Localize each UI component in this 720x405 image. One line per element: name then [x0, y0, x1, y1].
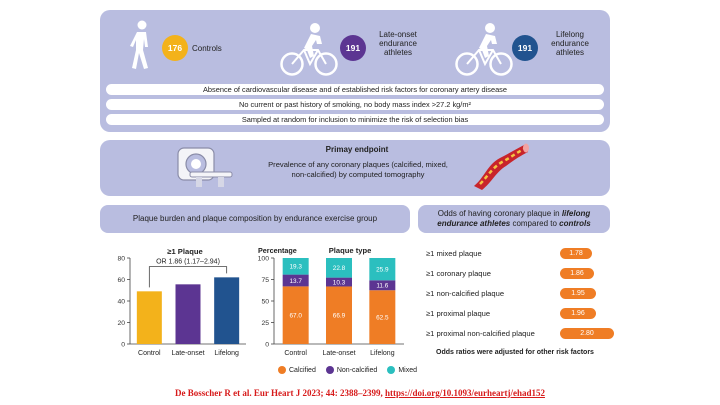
odds-row: ≥1 coronary plaque 1.86: [426, 268, 616, 280]
lifelong-label: Lifelong endurance athletes: [551, 30, 589, 58]
segment-value-label: 22.8: [333, 265, 346, 272]
segment-value-label: 19.3: [289, 264, 302, 271]
odds-row: ≥1 proximal plaque 1.96: [426, 308, 616, 320]
stacked-segment: [369, 280, 396, 291]
odds-value-pill: 1.96: [560, 308, 596, 319]
x-tick-label: Control: [138, 350, 161, 357]
legend-calcified-swatch: [278, 366, 286, 374]
y-tick-label: 60: [117, 277, 125, 284]
y-tick-label: 40: [117, 298, 125, 305]
stacked-segment: [369, 290, 396, 344]
odds-value-pill: 2.80: [560, 328, 614, 339]
ct-scanner-icon: [177, 147, 233, 187]
y-tick-label: 80: [117, 255, 125, 262]
doi-link[interactable]: https://doi.org/10.1093/eurheartj/ehad15…: [384, 388, 545, 398]
bar: [214, 277, 240, 344]
stacked-segment: [326, 277, 352, 287]
stacked-segment: [369, 258, 396, 281]
cyclist-icon: [280, 23, 338, 76]
legend-noncalcified-swatch: [325, 366, 334, 374]
odds-header-text-1: Odds of having coronary plaque in: [437, 209, 562, 218]
segment-value-label: 25.9: [376, 266, 389, 273]
plaque-type-chart: 0 25 50 75 100 67.0 13.7 19.3 Control 66.9 10.3 22.…: [258, 255, 404, 357]
stacked-segment: [282, 258, 309, 275]
x-tick-label: Lifelong: [214, 350, 239, 357]
odds-value-pill: 1.86: [560, 268, 594, 279]
odds-row: ≥1 mixed plaque 1.78: [426, 248, 616, 260]
controls-label: Controls: [192, 44, 222, 53]
y-tick-label: 25: [261, 320, 269, 327]
plaque-type-ylabel: Percentage: [258, 246, 297, 255]
segment-value-label: 67.0: [289, 312, 302, 319]
plaque-burden-header: Plaque burden and plaque composition by …: [100, 205, 410, 233]
study-groups-panel: [100, 10, 610, 132]
x-tick-label: Control: [284, 350, 307, 357]
odds-header-text-2: compared to: [510, 219, 560, 228]
y-tick-label: 50: [261, 298, 269, 305]
endpoint-description: Prevalence of any coronary plaques (calc…: [268, 160, 448, 180]
x-tick-label: Late-onset: [171, 350, 204, 357]
x-tick-label: Lifelong: [370, 350, 395, 357]
legend-mixed: Mixed: [398, 366, 418, 374]
segment-value-label: 62.5: [376, 314, 389, 321]
stacked-segment: [326, 258, 352, 278]
odds-row: ≥1 proximal non-calcified plaque 2.80: [426, 328, 616, 340]
significance-bracket: [148, 266, 228, 288]
criterion-1: Absence of cardiovascular disease and of…: [106, 84, 604, 95]
plaque-prevalence-chart: 0 20 40 60 80 Control Late-onset Lifelong OR 1.8…: [117, 255, 246, 357]
odds-row: ≥1 non-calcified plaque 1.95: [426, 288, 616, 300]
citation: De Bosscher R et al. Eur Heart J 2023; 4…: [0, 388, 720, 398]
plaque-chart-title: ≥1 Plaque: [167, 247, 203, 256]
x-tick-label: Late-onset: [322, 350, 355, 357]
criterion-2: No current or past history of smoking, n…: [106, 99, 604, 110]
lifelong-count-badge: 191: [512, 35, 538, 61]
y-tick-label: 75: [261, 277, 269, 284]
odds-row-label: ≥1 proximal plaque: [426, 309, 491, 318]
walking-person-icon: [130, 20, 148, 69]
plaque-type-title: Plaque type: [328, 246, 372, 255]
odds-ratio-annotation: OR 1.86 (1.17–2.94): [156, 259, 220, 266]
odds-row-label: ≥1 proximal non-calcified plaque: [426, 329, 535, 338]
segment-value-label: 11.6: [376, 283, 388, 290]
odds-header-group-1: lifelong endurance athletes: [437, 209, 591, 228]
artery-plaque-icon: [474, 143, 529, 190]
y-tick-label: 100: [258, 255, 269, 262]
y-tick-label: 0: [265, 341, 269, 348]
stacked-segment: [282, 274, 309, 287]
cyclist-icon: [455, 23, 513, 76]
bar: [175, 284, 201, 344]
y-tick-label: 20: [117, 320, 125, 327]
odds-footnote: Odds ratios were adjusted for other risk…: [436, 349, 594, 356]
bar: [136, 291, 162, 344]
odds-header: Odds of having coronary plaque in lifelo…: [418, 205, 610, 233]
y-tick-label: 0: [121, 341, 125, 348]
late-onset-label: Late-onset endurance athletes: [379, 30, 417, 58]
legend-calcified: Calcified: [289, 366, 316, 374]
odds-row-label: ≥1 coronary plaque: [426, 269, 491, 278]
odds-row-label: ≥1 mixed plaque: [426, 249, 482, 258]
segment-value-label: 13.7: [289, 278, 302, 285]
odds-row-label: ≥1 non-calcified plaque: [426, 289, 505, 298]
late-onset-count-badge: 191: [340, 35, 366, 61]
stacked-segment: [326, 286, 352, 344]
odds-value-pill: 1.95: [560, 288, 596, 299]
controls-count-badge: 176: [162, 35, 188, 61]
citation-text: De Bosscher R et al. Eur Heart J 2023; 4…: [175, 388, 385, 398]
odds-header-group-2: controls: [559, 219, 591, 228]
segment-value-label: 10.3: [333, 279, 346, 286]
endpoint-title: Primay endpoint: [325, 145, 389, 154]
segment-value-label: 66.9: [333, 313, 346, 320]
plaque-type-legend: Calcified Non-calcified Mixed: [278, 366, 417, 374]
odds-value-pill: 1.78: [560, 248, 592, 259]
stacked-segment: [282, 286, 309, 344]
legend-noncalcified: Non-calcified: [336, 366, 378, 374]
criterion-3: Sampled at random for inclusion to minim…: [106, 114, 604, 125]
legend-mixed-swatch: [387, 366, 396, 374]
